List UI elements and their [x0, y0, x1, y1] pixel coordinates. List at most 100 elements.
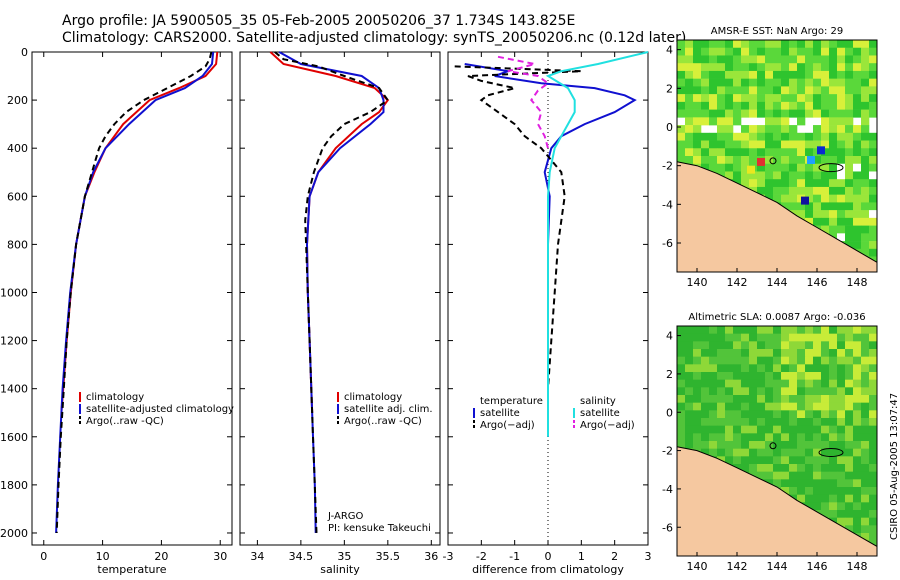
map-bottom-cell: [733, 448, 742, 457]
map-top-cell: [749, 63, 758, 72]
map-top-cell: [757, 132, 766, 141]
difference-xtick-label: 3: [645, 550, 652, 563]
map-bottom-cell: [725, 387, 734, 396]
map-bottom-cell: [765, 356, 774, 365]
map-top-cell: [693, 47, 702, 56]
map-bottom-cell: [709, 410, 718, 419]
map-bottom-cell: [861, 418, 870, 426]
map-top-cell: [829, 210, 838, 219]
map-bottom-cell: [717, 349, 726, 357]
map-bottom-cell: [757, 464, 766, 472]
map-bottom-cell: [701, 402, 710, 411]
map-bottom-cell: [789, 379, 798, 388]
map-top-cell: [709, 163, 718, 172]
map-top-cell: [725, 86, 734, 95]
map-top-cell: [789, 63, 798, 72]
map-bottom-cell: [869, 510, 878, 518]
map-top-cell: [829, 148, 838, 157]
map-bottom-cell: [861, 387, 870, 396]
map-top-cell: [829, 217, 838, 226]
map-bottom-cell: [749, 349, 758, 357]
map-top-cell: [869, 225, 878, 234]
difference-xtick-label: -3: [443, 550, 454, 563]
map-top-cell: [701, 63, 710, 72]
map-bottom-cell: [813, 448, 822, 457]
map-top-cell: [709, 40, 718, 49]
map-top-cell: [733, 109, 742, 118]
map-bottom-cell: [773, 448, 782, 457]
map-top-cell: [853, 233, 862, 242]
map-bottom-cell: [757, 333, 766, 342]
map-top-cell: [789, 148, 798, 157]
difference-xtick-label: -1: [509, 550, 520, 563]
map-top-cell: [749, 86, 758, 95]
map-bottom-cell: [757, 364, 766, 373]
map-top-cell: [813, 210, 822, 219]
map-bottom-cell: [789, 364, 798, 373]
map-bottom-cell: [861, 425, 870, 434]
map-bottom-cell: [677, 341, 686, 350]
map-bottom-cell: [749, 395, 758, 403]
map-top-cell: [797, 202, 806, 211]
map-bottom-cell: [821, 410, 830, 419]
map-bottom-cell: [853, 372, 862, 380]
map-top-cell: [781, 78, 790, 87]
map-bottom-cell: [813, 494, 822, 503]
map-top-cell: [725, 47, 734, 56]
map-bottom-cell: [821, 494, 830, 503]
map-top-cell: [741, 40, 750, 49]
map-top-cell: [789, 202, 798, 211]
temperature-legend-label: Argo(..raw -QC): [86, 416, 164, 427]
map-top-cell: [701, 132, 710, 141]
map-top-cell: [853, 210, 862, 219]
map-bottom-cell: [853, 479, 862, 488]
map-top-cell: [789, 101, 798, 110]
map-bottom-cell: [805, 418, 814, 426]
map-bottom-cell: [853, 349, 862, 357]
timestamp-stamp: CSIRO 05-Aug-2005 13:07:47: [889, 392, 900, 540]
map-bottom-cell: [717, 372, 726, 380]
map-top-cell: [685, 132, 694, 141]
map-top-cell: [853, 78, 862, 87]
map-top-cell: [741, 101, 750, 110]
map-top-cell: [853, 47, 862, 56]
map-top-cell: [677, 156, 686, 165]
map-bottom-cell: [725, 441, 734, 449]
map-top-cell: [733, 63, 742, 72]
map-top-cell: [749, 70, 758, 79]
map-bottom-cell: [813, 379, 822, 388]
map-top-cell: [685, 94, 694, 103]
temperature-legend-label: satellite-adjusted climatology: [86, 404, 234, 415]
map-bottom-cell: [757, 402, 766, 411]
map-top-cell: [797, 86, 806, 95]
map-bottom-cell: [845, 487, 854, 495]
map-bottom-cell: [869, 441, 878, 449]
map-bottom-cell: [853, 402, 862, 411]
map-bottom-cell: [725, 433, 734, 442]
map-top-cell: [677, 148, 686, 157]
map-top-cell: [797, 210, 806, 219]
map-bottom-cell: [837, 464, 846, 472]
map-bottom-cell: [805, 402, 814, 411]
map-bottom-cell: [829, 387, 838, 396]
map-top-cell: [797, 148, 806, 157]
map-top-cell: [773, 140, 782, 149]
map-top-cell: [709, 132, 718, 141]
map-bottom-xtick-label: 146: [807, 560, 828, 573]
map-top-cell: [757, 86, 766, 95]
map-top-cell: [837, 101, 846, 110]
map-bottom-cell: [813, 356, 822, 365]
map-top-cell: [789, 55, 798, 64]
map-bottom-cell: [733, 410, 742, 419]
map-top-cell: [757, 55, 766, 64]
map-top-cell: [853, 132, 862, 141]
map-top-cell: [677, 132, 686, 141]
map-bottom-cell: [765, 333, 774, 342]
map-bottom-cell: [749, 418, 758, 426]
map-bottom-cell: [781, 372, 790, 380]
map-top-cell: [869, 148, 878, 157]
map-top-cell: [821, 140, 830, 149]
map-bottom-cell: [781, 356, 790, 365]
map-top-cell: [701, 117, 710, 126]
map-bottom-cell: [821, 372, 830, 380]
